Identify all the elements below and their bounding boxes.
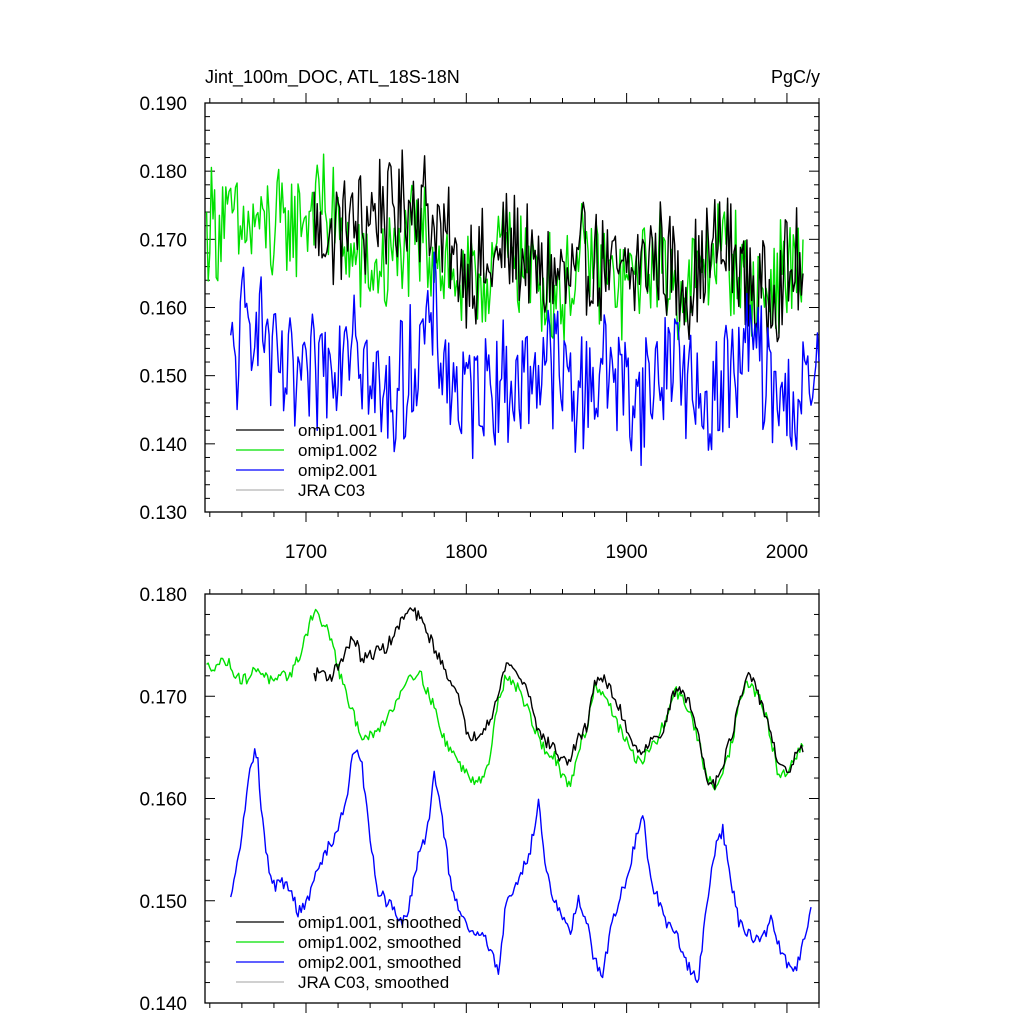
- legend-label-omip1-002-smoothed: omip1.002, smoothed: [298, 933, 462, 952]
- y-tick-label: 0.170: [139, 687, 187, 708]
- y-tick-label: 0.140: [139, 994, 187, 1015]
- y-tick-label: 0.140: [139, 435, 187, 456]
- y-tick-label: 0.150: [139, 367, 187, 388]
- x-tick-label: 1700: [285, 542, 327, 563]
- top-panel: Jint_100m_DOC, ATL_18S-18N PgC/y 0.1300.…: [139, 67, 820, 563]
- y-tick-label: 0.130: [139, 503, 187, 524]
- y-tick-label: 0.170: [139, 230, 187, 251]
- legend-label-omip2-001-smoothed: omip2.001, smoothed: [298, 953, 462, 972]
- series-line-omip2-001: [230, 251, 820, 467]
- series-line-omip1-002-smoothed: [206, 608, 804, 791]
- x-tick-label: 1900: [605, 542, 647, 563]
- top-series-group: [205, 149, 820, 467]
- bottom-y-tick-labels: 0.140 0.150 0.160 0.170 0.180: [139, 585, 187, 1015]
- legend-label-omip1-002: omip1.002: [298, 441, 377, 460]
- legend-label-omip1-001-smoothed: omip1.001, smoothed: [298, 913, 462, 932]
- series-line-omip2-001-smoothed: [230, 748, 812, 984]
- top-x-tick-labels: 1700 1800 1900 2000: [285, 542, 808, 563]
- y-tick-label: 0.180: [139, 162, 187, 183]
- bottom-series-group: [206, 607, 812, 984]
- legend-label-jra-c03-smoothed: JRA C03, smoothed: [298, 973, 449, 992]
- top-chart-units: PgC/y: [771, 67, 820, 87]
- top-legend: omip1.001 omip1.002 omip2.001 JRA C03: [236, 421, 377, 500]
- legend-label-omip1-001: omip1.001: [298, 421, 377, 440]
- y-tick-label: 0.160: [139, 790, 187, 811]
- y-tick-label: 0.190: [139, 94, 187, 115]
- bottom-axis-ticks: [205, 584, 820, 1013]
- series-line-omip1-001-smoothed: [313, 607, 804, 790]
- series-line-omip1-001: [313, 149, 804, 348]
- x-tick-label: 1800: [445, 542, 487, 563]
- top-y-tick-labels: 0.130 0.140 0.150 0.160 0.170 0.180 0.190: [139, 94, 187, 524]
- y-tick-label: 0.150: [139, 892, 187, 913]
- legend-label-jra-c03: JRA C03: [298, 481, 365, 500]
- x-tick-label: 2000: [766, 542, 808, 563]
- y-tick-label: 0.180: [139, 585, 187, 606]
- bottom-panel: 0.140 0.150 0.160 0.170 0.180 omip1.001, smo…: [139, 584, 820, 1015]
- y-tick-label: 0.160: [139, 299, 187, 320]
- legend-label-omip2-001: omip2.001: [298, 461, 377, 480]
- bottom-legend: omip1.001, smoothed omip1.002, smoothed …: [236, 913, 462, 992]
- top-chart-title: Jint_100m_DOC, ATL_18S-18N: [205, 67, 460, 88]
